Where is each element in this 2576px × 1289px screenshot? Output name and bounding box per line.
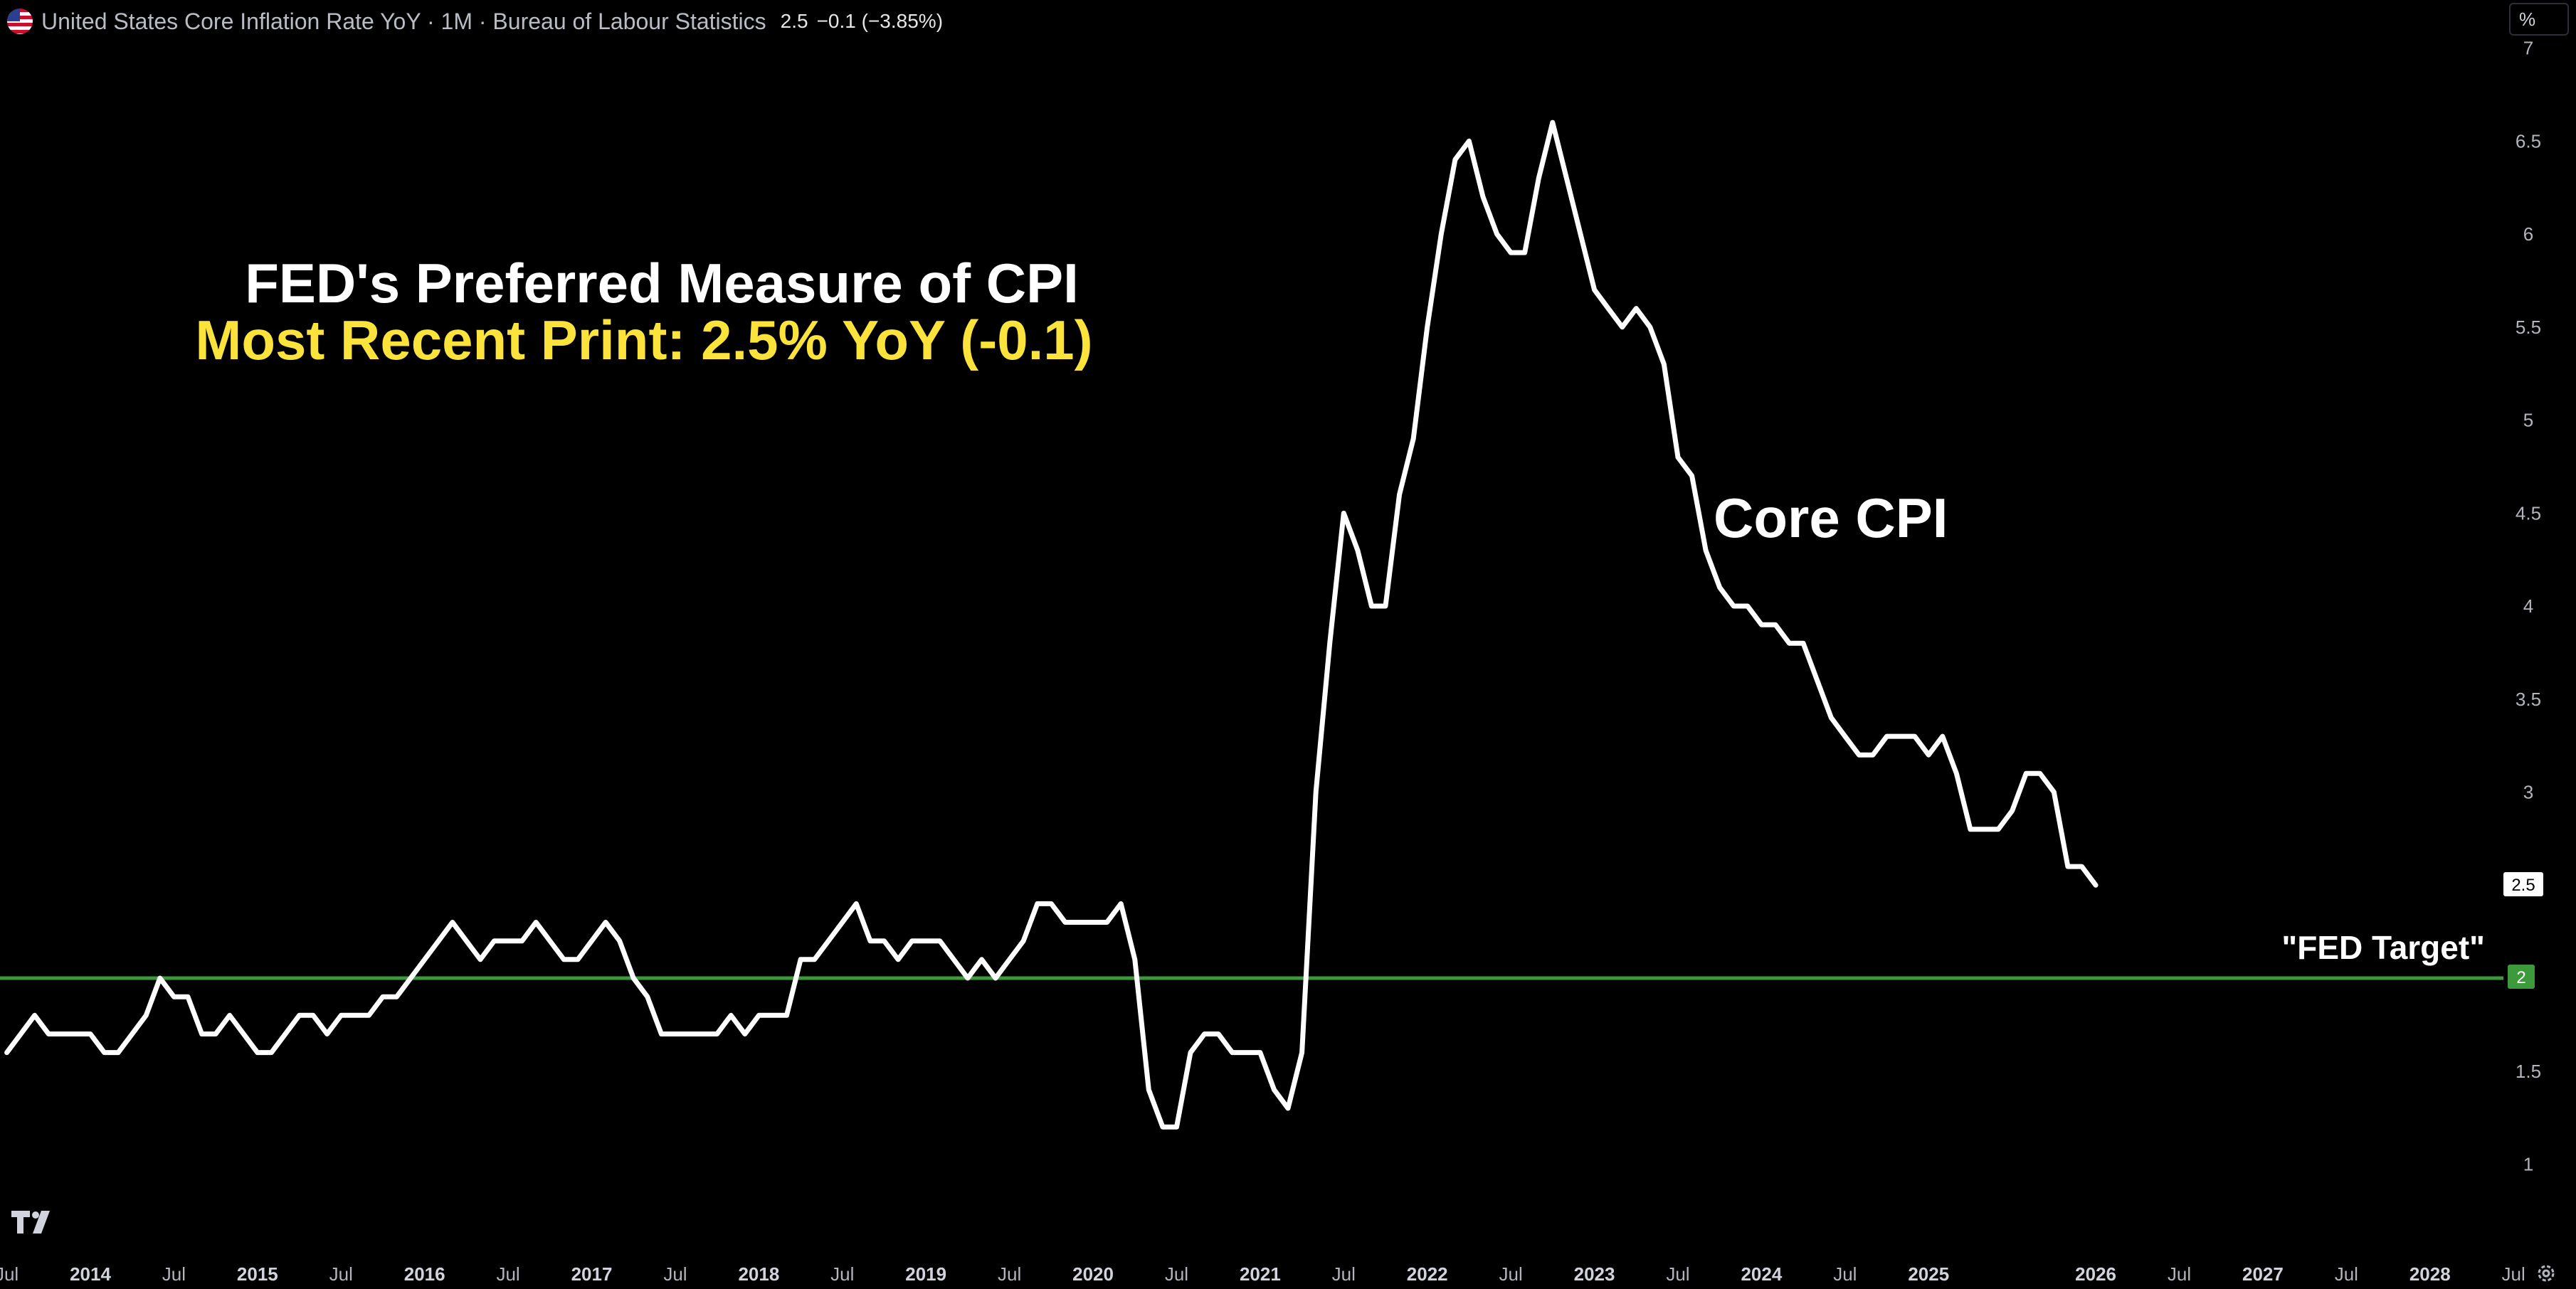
y-tick-label: 7 <box>2523 38 2533 59</box>
x-tick-month-label: Jul <box>998 1263 1021 1285</box>
x-tick-month-label: Jul <box>0 1263 19 1285</box>
y-tick-label: 5.5 <box>2516 317 2541 338</box>
chart-header: United States Core Inflation Rate YoY · … <box>7 4 943 38</box>
change-value: −0.1 (−3.85%) <box>816 10 944 32</box>
core-cpi-points <box>6 122 2096 1128</box>
x-tick-year-label: 2016 <box>404 1263 445 1285</box>
x-tick-year-label: 2018 <box>738 1263 779 1285</box>
series-annotation: Core CPI <box>1714 487 1948 549</box>
y-tick-label: 6 <box>2523 223 2533 245</box>
x-tick-month-label: Jul <box>1332 1263 1356 1285</box>
x-tick-month-label: Jul <box>1833 1263 1857 1285</box>
y-tick-label: 3.5 <box>2516 689 2541 710</box>
y-tick-label: 4.5 <box>2516 502 2541 524</box>
x-tick-month-label: Jul <box>2168 1263 2191 1285</box>
x-tick-month-label: Jul <box>496 1263 519 1285</box>
us-flag-icon <box>7 9 33 34</box>
y-tick-label: 4 <box>2523 595 2533 617</box>
symbol-title[interactable]: United States Core Inflation Rate YoY · … <box>41 8 766 34</box>
tradingview-logo-icon[interactable] <box>10 1209 56 1235</box>
y-tick-label: 1 <box>2523 1154 2533 1175</box>
x-tick-year-label: 2027 <box>2242 1263 2284 1285</box>
y-tick-label: 5 <box>2523 410 2533 431</box>
y-tick-label: 3 <box>2523 782 2533 803</box>
x-tick-month-label: Jul <box>329 1263 353 1285</box>
percent-scale-button[interactable]: % <box>2509 3 2569 36</box>
chart-subtitle: Most Recent Print: 2.5% YoY (-0.1) <box>195 309 1092 371</box>
x-tick-year-label: 2015 <box>237 1263 278 1285</box>
x-tick-year-label: 2024 <box>1741 1263 1782 1285</box>
fed-target-annotation: "FED Target" <box>2281 929 2485 966</box>
target-value-badge: 2 <box>2508 965 2535 989</box>
last-value: 2.5 <box>780 10 808 32</box>
y-tick-label: 6.5 <box>2516 130 2541 152</box>
y-tick-label: 1.5 <box>2516 1061 2541 1082</box>
x-tick-year-label: 2014 <box>70 1263 111 1285</box>
x-tick-year-label: 2023 <box>1574 1263 1615 1285</box>
x-tick-year-label: 2019 <box>905 1263 946 1285</box>
last-value-badge-text: 2.5 <box>2511 876 2535 895</box>
x-tick-month-label: Jul <box>1666 1263 1689 1285</box>
x-tick-year-label: 2022 <box>1407 1263 1448 1285</box>
gear-icon[interactable] <box>2535 1262 2557 1285</box>
x-tick-month-label: Jul <box>1499 1263 1523 1285</box>
last-value-badge: 2.5 <box>2503 872 2543 896</box>
x-tick-year-label: 2021 <box>1240 1263 1281 1285</box>
x-tick-month-label: Jul <box>2335 1263 2358 1285</box>
x-tick-year-label: 2026 <box>2075 1263 2116 1285</box>
x-tick-year-label: 2017 <box>571 1263 613 1285</box>
x-tick-month-label: Jul <box>162 1263 186 1285</box>
x-tick-year-label: 2020 <box>1072 1263 1114 1285</box>
x-tick-month-label: Jul <box>1165 1263 1188 1285</box>
x-tick-month-label: Jul <box>830 1263 854 1285</box>
x-tick-month-label: Jul <box>2502 1263 2525 1285</box>
x-tick-month-label: Jul <box>663 1263 687 1285</box>
target-value-badge-text: 2 <box>2516 968 2525 987</box>
x-tick-year-label: 2028 <box>2409 1263 2451 1285</box>
x-axis[interactable]: Jul 2014 Jul 2015 Jul 2016 Jul 2017 Jul 2018 Jul 20… <box>0 1263 2525 1285</box>
y-axis[interactable]: 11.522.533.544.555.566.57 <box>2516 38 2541 1175</box>
x-tick-year-label: 2025 <box>1908 1263 1949 1285</box>
chart-title: FED's Preferred Measure of CPI <box>245 252 1079 314</box>
